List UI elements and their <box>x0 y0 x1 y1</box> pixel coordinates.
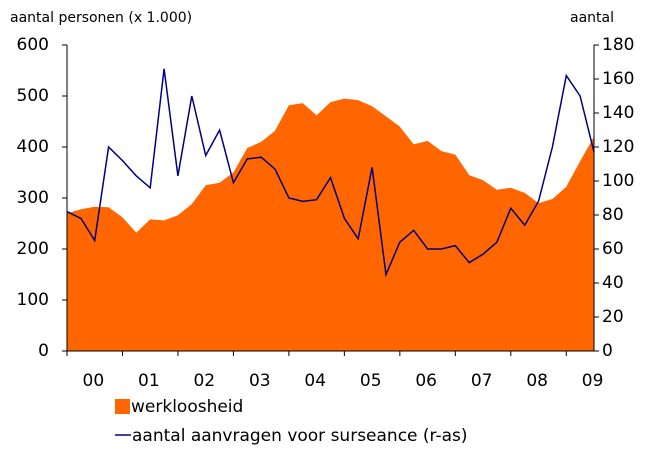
y2-tick-label: 100 <box>602 171 634 191</box>
legend-label: werkloosheid <box>131 397 243 417</box>
y-tick-label: 400 <box>17 137 49 157</box>
x-tick-label: 09 <box>582 371 604 391</box>
legend-label: aantal aanvragen voor surseance (r-as) <box>132 426 468 446</box>
x-tick-label: 02 <box>193 371 215 391</box>
y2-tick-label: 120 <box>602 137 634 157</box>
x-tick-label: 01 <box>138 371 160 391</box>
line <box>66 68 595 278</box>
y-axis-label: aantal personen (x 1.000) <box>10 10 192 26</box>
y2-tick-label: 180 <box>602 35 634 55</box>
y-tick-label: 200 <box>17 239 49 259</box>
legend-swatch <box>115 399 130 414</box>
y2-tick-label: 140 <box>602 103 634 123</box>
x-tick-label: 07 <box>471 371 493 391</box>
y-tick-label: 600 <box>17 35 49 55</box>
y2-tick-label: 0 <box>602 341 613 361</box>
x-tick-label: 04 <box>304 371 326 391</box>
x-tick-label: 08 <box>526 371 548 391</box>
y-tick-label: 100 <box>17 290 49 310</box>
y2-tick-label: 40 <box>602 273 624 293</box>
y2-tick-label: 160 <box>602 69 634 89</box>
x-tick-label: 06 <box>415 371 437 391</box>
area <box>67 98 594 351</box>
y-tick-label: 0 <box>38 341 49 361</box>
x-tick-label: 03 <box>249 371 271 391</box>
x-tick-label: 00 <box>83 371 105 391</box>
y2-tick-label: 20 <box>602 307 624 327</box>
x-tick-label: 05 <box>360 371 382 391</box>
y2-axis-label: aantal <box>570 10 614 26</box>
y2-tick-label: 60 <box>602 239 624 259</box>
y-tick-label: 300 <box>17 188 49 208</box>
y2-tick-label: 80 <box>602 205 624 225</box>
y-tick-label: 500 <box>17 86 49 106</box>
